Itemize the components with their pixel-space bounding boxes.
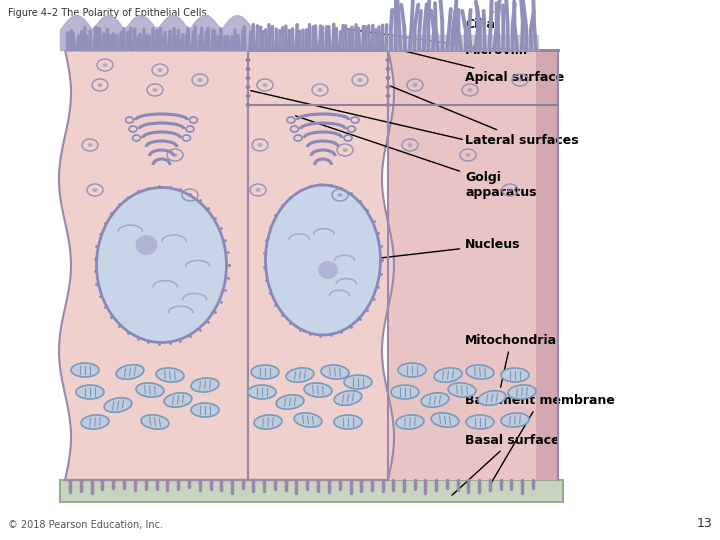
Ellipse shape	[141, 415, 169, 429]
Ellipse shape	[81, 415, 109, 429]
Ellipse shape	[246, 85, 251, 89]
Ellipse shape	[501, 413, 529, 427]
Ellipse shape	[413, 83, 418, 87]
Text: Figure 4–2 The Polarity of Epithelial Cells.: Figure 4–2 The Polarity of Epithelial Ce…	[8, 8, 210, 18]
Ellipse shape	[343, 148, 348, 152]
Ellipse shape	[318, 261, 338, 279]
Ellipse shape	[136, 383, 164, 397]
Ellipse shape	[294, 413, 322, 427]
Ellipse shape	[191, 378, 219, 392]
Ellipse shape	[104, 397, 132, 413]
Ellipse shape	[254, 415, 282, 429]
Ellipse shape	[385, 58, 390, 62]
Ellipse shape	[434, 368, 462, 382]
Ellipse shape	[116, 364, 144, 379]
Ellipse shape	[478, 391, 506, 406]
Ellipse shape	[304, 383, 332, 397]
Ellipse shape	[508, 188, 513, 192]
Ellipse shape	[246, 58, 251, 62]
Ellipse shape	[246, 103, 251, 107]
Ellipse shape	[385, 76, 390, 80]
Ellipse shape	[466, 415, 494, 429]
Ellipse shape	[467, 88, 472, 92]
Ellipse shape	[321, 365, 349, 379]
Ellipse shape	[256, 188, 261, 192]
Ellipse shape	[258, 143, 263, 147]
Ellipse shape	[334, 415, 362, 429]
Ellipse shape	[173, 153, 178, 157]
Ellipse shape	[246, 94, 251, 98]
Ellipse shape	[263, 83, 268, 87]
Bar	[60, 480, 563, 502]
Ellipse shape	[246, 67, 251, 71]
Text: Nucleus: Nucleus	[366, 239, 521, 260]
Ellipse shape	[466, 153, 470, 157]
Ellipse shape	[187, 193, 192, 197]
Ellipse shape	[76, 385, 104, 399]
Text: Lateral surfaces: Lateral surfaces	[390, 86, 579, 146]
Ellipse shape	[385, 94, 390, 98]
Polygon shape	[59, 50, 248, 480]
Ellipse shape	[358, 78, 362, 82]
Text: Basement membrane: Basement membrane	[465, 394, 615, 483]
Ellipse shape	[286, 368, 314, 382]
Ellipse shape	[448, 383, 476, 397]
Text: 13: 13	[696, 517, 712, 530]
Ellipse shape	[191, 403, 219, 417]
Ellipse shape	[398, 363, 426, 377]
Text: Golgi
apparatus: Golgi apparatus	[296, 116, 536, 199]
Ellipse shape	[338, 193, 343, 197]
Ellipse shape	[334, 391, 362, 406]
Ellipse shape	[102, 63, 107, 67]
Bar	[536, 50, 558, 480]
Ellipse shape	[164, 393, 192, 407]
Bar	[388, 50, 536, 480]
Ellipse shape	[518, 78, 523, 82]
Ellipse shape	[246, 76, 251, 80]
Ellipse shape	[431, 413, 459, 427]
Ellipse shape	[156, 368, 184, 382]
Ellipse shape	[92, 188, 97, 192]
Text: Apical surface: Apical surface	[402, 51, 564, 84]
Ellipse shape	[385, 67, 390, 71]
Ellipse shape	[135, 235, 158, 255]
Ellipse shape	[276, 395, 304, 409]
Text: Mitochondria: Mitochondria	[465, 334, 557, 387]
Ellipse shape	[408, 143, 413, 147]
Ellipse shape	[266, 185, 380, 335]
Text: Microvilli: Microvilli	[343, 29, 528, 57]
Ellipse shape	[88, 143, 92, 147]
Ellipse shape	[396, 415, 424, 429]
Ellipse shape	[97, 83, 102, 87]
Ellipse shape	[158, 68, 163, 72]
Polygon shape	[248, 50, 394, 480]
Ellipse shape	[197, 78, 202, 82]
Ellipse shape	[385, 103, 390, 107]
Ellipse shape	[421, 393, 449, 407]
Text: Cilia: Cilia	[465, 12, 495, 31]
Ellipse shape	[508, 385, 536, 399]
Ellipse shape	[71, 363, 99, 377]
Ellipse shape	[501, 368, 529, 382]
Ellipse shape	[344, 375, 372, 389]
Ellipse shape	[385, 85, 390, 89]
Ellipse shape	[248, 385, 276, 399]
Ellipse shape	[153, 88, 158, 92]
Ellipse shape	[391, 385, 419, 399]
Text: Basal surface: Basal surface	[452, 434, 559, 495]
Ellipse shape	[318, 88, 323, 92]
Ellipse shape	[251, 365, 279, 379]
Ellipse shape	[466, 365, 494, 379]
Text: © 2018 Pearson Education, Inc.: © 2018 Pearson Education, Inc.	[8, 520, 163, 530]
Ellipse shape	[96, 187, 227, 342]
